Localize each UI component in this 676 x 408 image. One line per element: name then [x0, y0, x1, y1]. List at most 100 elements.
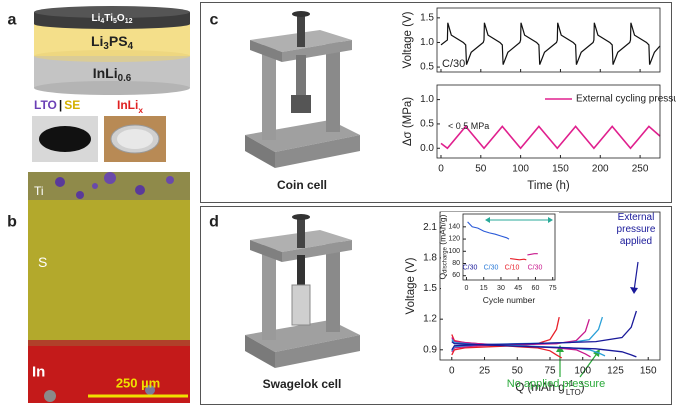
x-tick-label: 0: [464, 285, 468, 292]
data-line: [467, 221, 510, 240]
y-tick-label: 1.2: [423, 314, 437, 325]
y-axis-label: Voltage (V): [405, 257, 417, 314]
x-tick-label: 60: [532, 285, 540, 292]
text-part: 4: [128, 41, 134, 52]
x-tick-label: 150: [552, 164, 569, 175]
text-part: 0.6: [118, 73, 132, 84]
rate-label: C/30: [484, 265, 499, 272]
text-part: O: [117, 13, 125, 24]
inset-arrowhead: [485, 217, 490, 223]
label-end: (mAh/g): [438, 214, 448, 247]
panel-label: b: [7, 214, 17, 231]
y-axis-label: Qdischarge (mAh/g): [438, 214, 449, 279]
text-part: 12: [125, 18, 133, 25]
y-tick-label: 1.0: [420, 94, 434, 105]
x-tick-label: 0: [449, 366, 455, 377]
plot-frame: [462, 213, 556, 281]
inli-label: InLix: [117, 98, 143, 115]
inset-arrowhead: [548, 217, 553, 223]
annotation: No applied pressure: [507, 378, 605, 390]
x-tick-label: 75: [549, 285, 557, 292]
region-label: Ti: [34, 184, 44, 198]
x-tick-label: 200: [592, 164, 609, 175]
data-line: [451, 319, 590, 353]
label-main: Q: [438, 272, 448, 279]
y-tick-label: 60: [452, 272, 460, 279]
separator: |: [59, 98, 62, 112]
annotation-box: External pressure applied: [616, 212, 656, 247]
x-tick-label: 100: [512, 164, 529, 175]
rate-label: C/30: [463, 265, 478, 272]
label-sup: −1: [565, 379, 575, 388]
data-line: [440, 22, 661, 65]
y-tick-label: 0.0: [420, 143, 434, 154]
data-line: [440, 125, 661, 150]
panel-d-frame: [200, 206, 672, 405]
label-sub: discharge: [443, 246, 449, 272]
annotation: External pressure applied: [616, 212, 656, 247]
y-tick-label: 0.5: [420, 118, 434, 129]
y-tick-label: 0.9: [423, 344, 437, 355]
y-tick-label: 1.0: [420, 37, 434, 48]
x-tick-label: 45: [514, 285, 522, 292]
scale-bar-label: 250 µm: [116, 376, 160, 391]
text-part: Li: [91, 33, 103, 49]
data-line: [527, 253, 538, 256]
layer-label: Li3PS4: [91, 33, 134, 52]
panel-label: c: [210, 12, 219, 29]
x-tick-label: 50: [475, 164, 487, 175]
x-tick-label: 50: [512, 366, 524, 377]
rate-label: C/10: [505, 265, 520, 272]
text-part: 3: [103, 41, 109, 52]
legend-label: External cycling pressure: [576, 94, 676, 105]
coin-press: [245, 11, 360, 168]
y-tick-label: 1.8: [423, 252, 437, 263]
x-tick-label: 25: [479, 366, 491, 377]
panel-label: a: [8, 12, 17, 29]
rate-label: C/30: [528, 265, 543, 272]
x-axis-label: Time (h): [527, 180, 570, 192]
layer-label: Li4Ti5O12: [92, 13, 133, 26]
text-part: x: [138, 105, 143, 115]
photos: [32, 116, 166, 162]
data-line: [451, 310, 638, 351]
x-tick-label: 0: [438, 164, 444, 175]
cell-stack: [34, 6, 190, 95]
text-part: Ti: [104, 13, 113, 24]
x-tick-label: 100: [574, 366, 591, 377]
micrograph: [28, 172, 190, 403]
photo-legend: LTO | SE: [34, 98, 80, 112]
x-tick-label: 75: [544, 366, 556, 377]
region-label: S: [38, 254, 47, 270]
label-sub: LTO: [566, 388, 581, 397]
text-part: InLi: [93, 65, 118, 81]
inset-background: [441, 212, 559, 304]
y-tick-label: 140: [448, 223, 460, 230]
region-label: In: [32, 364, 45, 381]
text-part: 5: [113, 18, 117, 25]
y-tick-label: 1.5: [420, 12, 434, 23]
x-tick-label: 150: [640, 366, 657, 377]
y-tick-label: 0.5: [420, 62, 434, 73]
text-part: 4: [100, 18, 104, 25]
x-tick-label: 15: [480, 285, 488, 292]
annotation: < 0.5 MPa: [448, 121, 489, 131]
plot-frame: [436, 84, 661, 159]
caption: Swagelok cell: [263, 377, 342, 391]
x-tick-label: 250: [632, 164, 649, 175]
text-part: PS: [109, 33, 128, 49]
x-axis-label: Cycle number: [483, 295, 536, 305]
text-part: Li: [92, 13, 101, 24]
label-end: ): [581, 382, 585, 394]
y-tick-label: 80: [452, 260, 460, 267]
y-tick-label: 120: [448, 236, 460, 243]
data-line: [451, 341, 637, 358]
label-main: Q (mAh g: [515, 382, 564, 394]
panel-label: d: [209, 214, 219, 231]
layer-label: InLi0.6: [93, 65, 132, 84]
plot-frame: [436, 7, 661, 73]
caption: Coin cell: [277, 178, 327, 192]
data-line: [510, 258, 527, 261]
annotation: C/30: [442, 58, 465, 70]
